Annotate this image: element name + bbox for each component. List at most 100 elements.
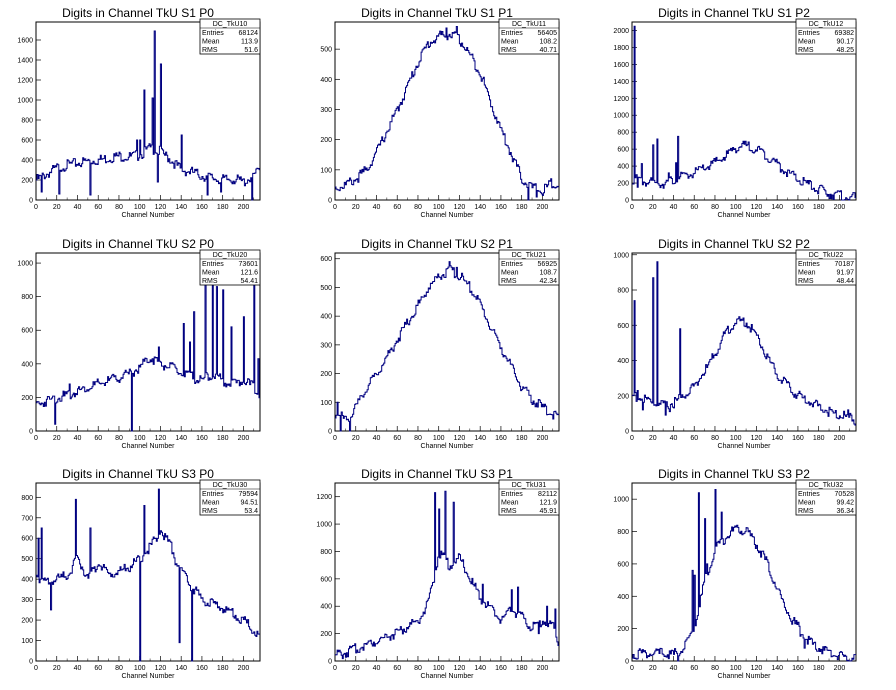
stats-label: Mean [501,39,519,46]
stats-name: DC_TkU11 [512,21,546,28]
y-tick-label: 1600 [17,38,33,45]
stats-name: DC_TkU20 [213,252,248,259]
stats-label: Mean [202,500,220,507]
stats-name: DC_TkU32 [809,482,844,489]
y-tick-label: 0 [328,429,332,436]
plot-frame [631,482,857,662]
x-tick-label: 200 [834,435,846,442]
stats-frame [199,249,261,286]
y-tick-label: 600 [21,536,33,543]
y-tick-label: 800 [617,529,629,536]
histogram-series [36,488,260,662]
y-tick-label: 1400 [17,58,33,65]
x-tick-label: 120 [155,204,167,211]
y-tick-label: 1000 [17,98,33,105]
y-tick-label: 1400 [613,79,629,86]
x-tick-label: 140 [474,665,486,672]
stats-label: Mean [202,39,220,46]
y-tick-label: 1800 [613,45,629,52]
x-tick-label: 160 [495,204,507,211]
stats-label: Entries [202,30,224,37]
stats-label: Entries [501,491,523,498]
x-tick-label: 160 [792,204,804,211]
stats-box: DC_TkU20 Entries 73601 Mean 121.6 RMS 54.41 [199,249,261,286]
histogram-series [335,261,559,432]
y-tick-label: 0 [625,429,629,436]
y-tick-label: 500 [320,285,332,292]
x-axis-label: Channel Number [421,443,475,450]
x-tick-label: 0 [630,665,634,672]
x-tick-label: 180 [217,665,229,672]
x-tick-label: 20 [649,435,657,442]
stats-label: RMS [501,278,517,285]
stats-name: DC_TkU22 [809,252,844,259]
histogram-series [632,261,856,426]
x-tick-label: 80 [711,435,719,442]
stats-frame [795,249,857,286]
x-tick-label: 40 [670,435,678,442]
y-tick-label: 200 [21,178,33,185]
x-tick-label: 120 [751,665,763,672]
x-tick-label: 180 [813,204,825,211]
plot-frame [35,482,261,662]
x-tick-label: 20 [53,435,61,442]
plot-frame [334,482,560,662]
x-tick-label: 60 [94,665,102,672]
stats-box: DC_TkU12 Entries 69382 Mean 90.17 RMS 48.25 [795,18,857,55]
x-tick-label: 20 [352,204,360,211]
stats-label: Mean [798,270,816,277]
y-tick-label: 500 [320,47,332,54]
plot-frame [35,21,261,201]
x-tick-label: 40 [74,435,82,442]
x-tick-label: 40 [74,665,82,672]
y-tick-label: 400 [617,358,629,365]
stats-name: DC_TkU31 [512,482,547,489]
x-tick-label: 200 [238,435,250,442]
y-tick-label: 0 [328,659,332,666]
y-tick-label: 200 [617,626,629,633]
stats-label: RMS [501,508,517,515]
chart-panel-4: Digits in Channel TkU S2 P00200400600800… [17,237,261,450]
y-tick-label: 1200 [17,78,33,85]
stats-value: 94.51 [240,500,258,507]
x-axis-label: Channel Number [421,673,475,680]
y-tick-label: 300 [320,107,332,114]
stats-label: Entries [501,30,523,37]
plot-frame [35,252,261,432]
x-tick-label: 0 [333,435,337,442]
y-tick-label: 1200 [613,96,629,103]
y-tick-label: 200 [320,371,332,378]
y-tick-label: 0 [625,198,629,205]
x-tick-label: 160 [495,435,507,442]
stats-value: 113.9 [241,39,258,46]
x-tick-label: 60 [690,204,698,211]
x-tick-label: 20 [352,665,360,672]
x-tick-label: 40 [373,435,381,442]
chart-panel-8: Digits in Channel TkU S3 P10200400600800… [316,467,560,680]
x-tick-label: 0 [630,204,634,211]
x-tick-label: 0 [333,665,337,672]
y-tick-label: 400 [617,164,629,171]
y-tick-label: 1000 [316,522,332,529]
x-tick-label: 140 [771,435,783,442]
y-tick-label: 600 [617,561,629,568]
chart-title: Digits in Channel TkU S2 P2 [658,237,810,251]
stats-value: 56405 [538,30,558,37]
stats-value: 79594 [239,491,259,498]
x-tick-label: 180 [813,665,825,672]
stats-frame [795,479,857,516]
x-tick-label: 80 [414,665,422,672]
x-tick-label: 200 [537,435,549,442]
x-tick-label: 80 [711,665,719,672]
plot-frame [631,252,857,432]
y-tick-label: 200 [617,181,629,188]
x-tick-label: 120 [454,665,466,672]
histogram-series [335,490,559,660]
stats-label: Entries [501,261,523,268]
y-tick-label: 300 [320,342,332,349]
y-tick-label: 800 [617,130,629,137]
stats-value: 45.91 [539,508,557,515]
chart-title: Digits in Channel TkU S3 P1 [361,467,513,481]
y-tick-label: 600 [617,323,629,330]
y-tick-label: 0 [29,198,33,205]
